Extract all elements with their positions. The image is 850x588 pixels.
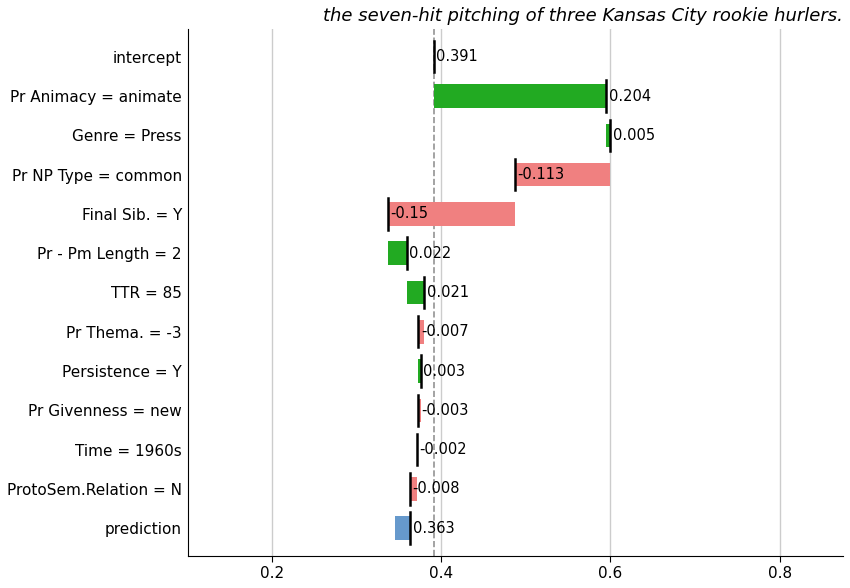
Text: 0.391: 0.391 bbox=[436, 49, 478, 64]
Text: -0.008: -0.008 bbox=[412, 482, 460, 496]
Text: 0.363: 0.363 bbox=[412, 520, 454, 536]
Bar bbox=[418, 399, 421, 422]
Bar bbox=[388, 242, 406, 265]
Text: 0.005: 0.005 bbox=[613, 128, 655, 143]
Bar bbox=[410, 477, 416, 500]
Bar bbox=[418, 359, 421, 383]
Text: 0.021: 0.021 bbox=[427, 285, 469, 300]
Text: 0.204: 0.204 bbox=[609, 89, 651, 103]
Text: -0.002: -0.002 bbox=[419, 442, 467, 457]
Text: -0.007: -0.007 bbox=[421, 324, 468, 339]
Bar bbox=[394, 516, 410, 540]
Bar bbox=[416, 438, 418, 462]
Bar bbox=[406, 280, 424, 304]
Text: -0.15: -0.15 bbox=[390, 206, 428, 222]
Bar bbox=[418, 320, 424, 343]
Text: -0.003: -0.003 bbox=[421, 403, 468, 418]
Text: 0.022: 0.022 bbox=[409, 246, 451, 260]
Bar bbox=[606, 123, 610, 147]
Text: 0.003: 0.003 bbox=[423, 363, 466, 379]
Bar bbox=[388, 202, 515, 226]
Bar bbox=[515, 163, 610, 186]
Bar bbox=[434, 84, 606, 108]
Text: -0.113: -0.113 bbox=[518, 167, 564, 182]
Text: the seven-hit pitching of three Kansas City rookie hurlers.: the seven-hit pitching of three Kansas C… bbox=[323, 7, 843, 25]
